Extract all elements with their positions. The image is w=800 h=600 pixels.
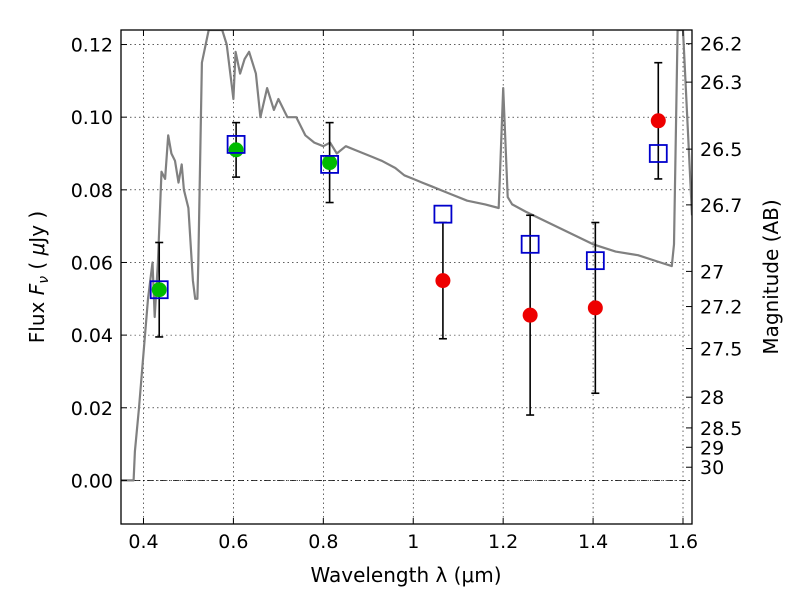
y2-tick-label: 26.2 [700,34,742,56]
y-tick-label: 0.10 [71,107,113,129]
x-tick-label: 0.8 [308,531,338,553]
y-tick-label: 0.06 [71,252,113,274]
x-tick-label: 1.2 [488,531,518,553]
y2-tick-label: 26.3 [700,72,742,94]
photometry-point [587,300,603,316]
y2-axis-label: Magnitude (AB) [759,199,783,354]
photometry-point [228,142,244,158]
y2-tick-label: 29 [700,437,724,459]
x-tick-label: 0.6 [218,531,248,553]
photometry-point [435,273,451,289]
axis-ticks: 0.4 0.6 0.8 1 1.2 1.4 1.6 0.00 0.02 0.04 0.06 0.08 0… [71,30,742,553]
y-tick-label: 0.04 [71,325,113,347]
x-tick-label: 0.4 [128,531,158,553]
plot-frame [120,29,693,525]
y2-tick-label: 27 [700,261,724,283]
y2-tick-label: 26.5 [700,139,742,161]
y2-tick-label: 26.7 [700,195,742,217]
x-tick-label: 1.6 [668,531,698,553]
y2-tick-label: 27.2 [700,297,742,319]
model-flux-square [226,135,246,154]
model-flux-square [320,154,340,174]
model-flux-square [520,234,540,254]
model-flux-square [648,144,668,163]
y-axis-label: Flux Fν ( μJy ) [25,211,52,343]
y-tick-label: 0.02 [71,398,113,420]
y-tick-label: 0.12 [71,35,113,57]
y2-tick-label: 27.5 [700,339,742,361]
model-flux-square [149,280,169,300]
data-layer [121,30,692,482]
photometry-point [151,282,167,298]
x-tick-label: 1 [407,531,419,553]
y-tick-label: 0.00 [71,470,113,492]
sed-model-line [121,30,692,482]
photometry-point [322,155,338,171]
y2-tick-label: 28 [700,387,724,409]
y2-tick-label: 28.5 [700,418,742,440]
x-axis-label: Wavelength λ (μm) [310,563,501,587]
y-tick-label: 0.08 [71,180,113,202]
model-flux-square [433,204,453,224]
plot-area [121,30,692,524]
x-tick-label: 1.4 [578,531,608,553]
model-flux-square [585,251,605,271]
photometry-point [522,307,538,323]
y2-tick-label: 30 [700,457,724,479]
photometry-point [650,113,666,129]
